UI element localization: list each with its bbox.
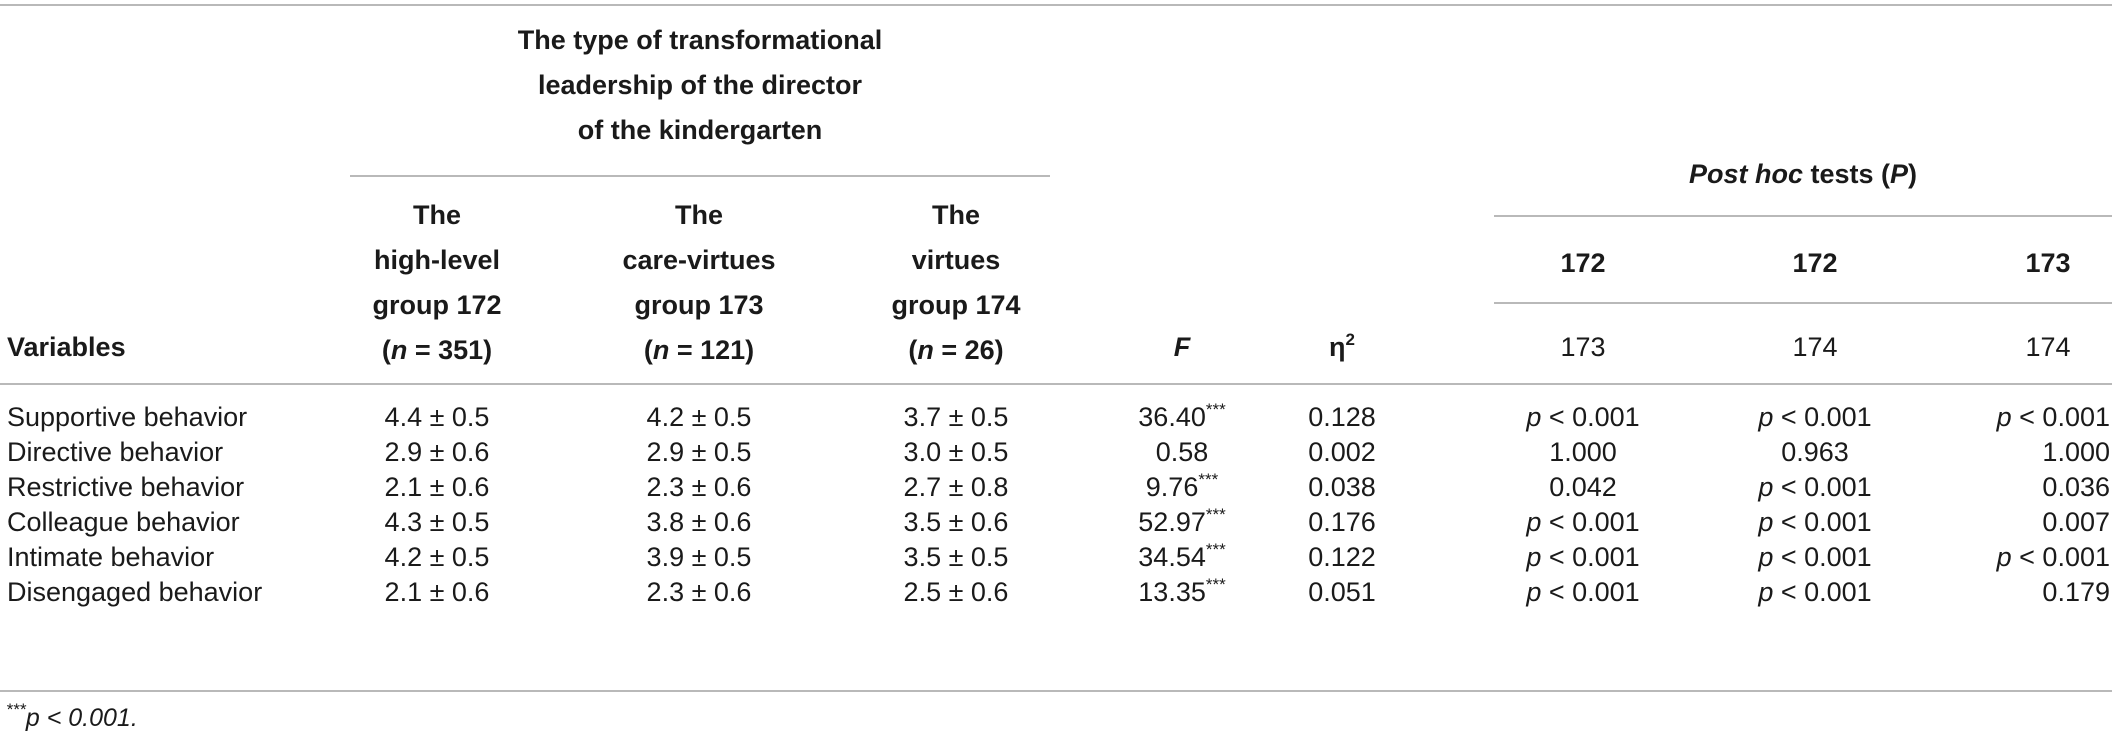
posthoc-pair-top: 172 (1792, 248, 1838, 278)
variables-header: Variables (7, 332, 126, 362)
table-cell: 2.1 ± 0.6 (384, 472, 490, 502)
row-variable-label: Restrictive behavior (7, 472, 245, 502)
table-cell: 3.9 ± 0.5 (646, 542, 752, 572)
footnote: ***p < 0.001. (6, 700, 138, 732)
table-cell: p < 0.001 (1526, 577, 1640, 607)
posthoc-header: Post hoc tests (P) (1688, 159, 1918, 189)
f-header: F (1173, 332, 1191, 362)
table-cell: 4.3 ± 0.5 (384, 507, 490, 537)
table-cell: 3.5 ± 0.5 (903, 542, 1009, 572)
table-cell: 36.40*** (1138, 400, 1226, 432)
table-cell: 3.7 ± 0.5 (903, 402, 1009, 432)
row-variable-label: Intimate behavior (7, 542, 215, 572)
table-cell: p < 0.001 (1758, 542, 1872, 572)
table-cell: p < 0.001 (1758, 472, 1872, 502)
table-cell: 4.2 ± 0.5 (646, 402, 752, 432)
table-cell: p < 0.001 (1758, 507, 1872, 537)
table-cell: 0.051 (1308, 577, 1376, 607)
group-header-care-virtues: The care-virtues group 173 (n = 121) (622, 193, 775, 373)
table-cell: 2.1 ± 0.6 (384, 577, 490, 607)
table-cell: 2.3 ± 0.6 (646, 577, 752, 607)
row-variable-label: Directive behavior (7, 437, 224, 467)
group-span-rule (350, 175, 1050, 177)
table-cell: 2.9 ± 0.5 (646, 437, 752, 467)
posthoc-pair-bottom: 174 (2025, 332, 2071, 362)
eta-squared-header: η2 (1329, 330, 1355, 362)
row-variable-label: Supportive behavior (7, 402, 248, 432)
table-cell: 4.4 ± 0.5 (384, 402, 490, 432)
table-cell: 0.042 (1549, 472, 1617, 502)
table-cell: 0.128 (1308, 402, 1376, 432)
table-cell: 2.5 ± 0.6 (903, 577, 1009, 607)
table-cell: p < 0.001 (1526, 542, 1640, 572)
posthoc-pair-top: 172 (1560, 248, 1606, 278)
posthoc-pair-top: 173 (2025, 248, 2071, 278)
table-cell: 0.176 (1308, 507, 1376, 537)
super-title-line: of the kindergarten (577, 115, 823, 145)
table-cell: 4.2 ± 0.5 (384, 542, 490, 572)
table-cell: 0.963 (1781, 437, 1849, 467)
table-cell: 3.8 ± 0.6 (646, 507, 752, 537)
table-cell: 3.0 ± 0.5 (903, 437, 1009, 467)
table-cell: 2.3 ± 0.6 (646, 472, 752, 502)
table-cell: p < 0.001 (1526, 507, 1640, 537)
n-count: (n = 121) (643, 335, 755, 365)
table-cell: p < 0.001 (1758, 577, 1872, 607)
posthoc-pair-bottom: 174 (1792, 332, 1838, 362)
table-cell: 34.54*** (1138, 540, 1226, 572)
row-variable-label: Disengaged behavior (7, 577, 263, 607)
table-cell: 0.58 (1155, 437, 1209, 467)
table-cell: 0.036 (2042, 472, 2110, 502)
table-cell: 0.007 (2042, 507, 2110, 537)
posthoc-span-rule (1494, 215, 2112, 217)
table-bottom-rule (0, 690, 2112, 692)
group-super-title: The type of transformational leadership … (518, 18, 883, 153)
table-cell: p < 0.001 (1996, 402, 2110, 432)
table-cell: p < 0.001 (1758, 402, 1872, 432)
group-header-high-level: The high-level group 172 (n = 351) (372, 193, 501, 373)
table-cell: 3.5 ± 0.6 (903, 507, 1009, 537)
posthoc-pair-bottom: 173 (1560, 332, 1606, 362)
table-cell: 13.35*** (1138, 575, 1226, 607)
posthoc-pair-rule (1494, 302, 2112, 304)
row-variable-label: Colleague behavior (7, 507, 240, 537)
table-cell: 2.9 ± 0.6 (384, 437, 490, 467)
n-count: (n = 351) (381, 335, 493, 365)
table-top-rule (0, 4, 2112, 6)
n-count: (n = 26) (908, 335, 1004, 365)
table-cell: 0.179 (2042, 577, 2110, 607)
super-title-line: leadership of the director (537, 70, 863, 100)
table-cell: 2.7 ± 0.8 (903, 472, 1009, 502)
table-cell: p < 0.001 (1526, 402, 1640, 432)
table-cell: 9.76*** (1145, 470, 1219, 502)
header-bottom-rule (0, 383, 2112, 385)
table-cell: 0.038 (1308, 472, 1376, 502)
table-cell: 1.000 (2042, 437, 2110, 467)
table-cell: 0.122 (1308, 542, 1376, 572)
table-cell: 0.002 (1308, 437, 1376, 467)
table-cell: 52.97*** (1138, 505, 1226, 537)
table-cell: p < 0.001 (1996, 542, 2110, 572)
group-header-virtues: The virtues group 174 (n = 26) (891, 193, 1020, 373)
super-title-line: The type of transformational (517, 25, 883, 55)
table-cell: 1.000 (1549, 437, 1617, 467)
